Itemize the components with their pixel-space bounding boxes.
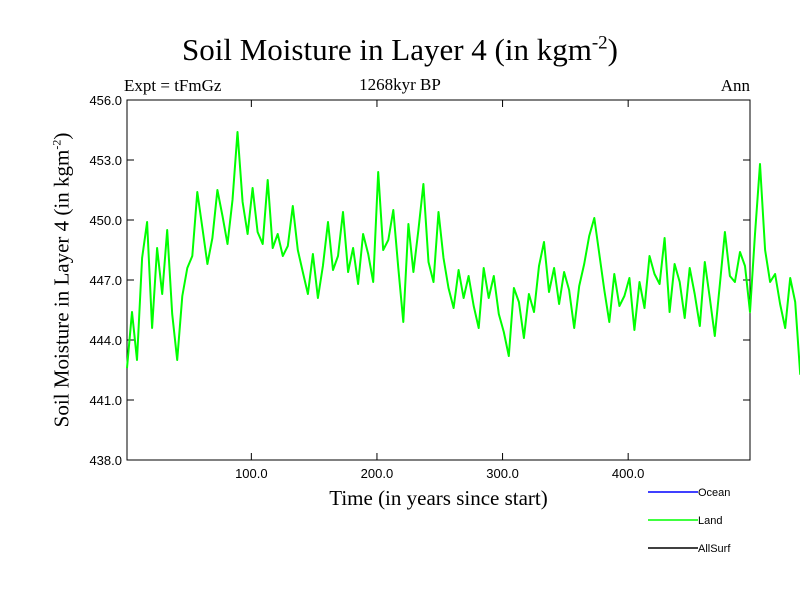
- y-tick-label: 447.0: [89, 273, 122, 288]
- y-tick-label: 456.0: [89, 93, 122, 108]
- y-tick-label: 453.0: [89, 153, 122, 168]
- x-tick-label: 100.0: [235, 466, 268, 481]
- chart-subtitle: 1268kyr BP: [359, 75, 441, 94]
- chart-title: Soil Moisture in Layer 4 (in kgm-2): [0, 32, 800, 68]
- y-axis-label-end: ): [49, 132, 74, 140]
- y-axis-ticks: 438.0 441.0 444.0 447.0 450.0 453.0 456.0: [89, 93, 750, 468]
- y-axis-label: Soil Moisture in Layer 4 (in kgm-2): [50, 133, 75, 428]
- x-axis-ticks: 100.0 200.0 300.0 400.0: [235, 100, 644, 481]
- x-tick-label: 400.0: [612, 466, 645, 481]
- experiment-label: Expt = tFmGz: [124, 76, 222, 95]
- chart-title-text: Soil Moisture in Layer 4 (in kgm: [182, 32, 592, 67]
- x-tick-label: 300.0: [486, 466, 519, 481]
- x-axis-label: Time (in years since start): [329, 486, 548, 510]
- legend-label-land: Land: [698, 515, 722, 527]
- y-axis-label-text: Soil Moisture in Layer 4 (in kgm: [49, 149, 74, 428]
- legend: Ocean Land AllSurf: [648, 487, 731, 555]
- y-tick-label: 450.0: [89, 213, 122, 228]
- season-label: Ann: [720, 76, 750, 95]
- x-tick-label: 200.0: [361, 466, 394, 481]
- data-series: [126, 131, 800, 375]
- y-tick-label: 444.0: [89, 333, 122, 348]
- y-tick-label: 438.0: [89, 453, 122, 468]
- series-line-land: [126, 131, 800, 375]
- legend-label-allsurf: AllSurf: [698, 543, 731, 555]
- legend-label-ocean: Ocean: [698, 487, 730, 499]
- y-axis-label-exponent: -2: [49, 139, 64, 150]
- chart-title-exponent: -2: [591, 32, 608, 54]
- chart-title-end: ): [607, 32, 618, 67]
- y-tick-label: 441.0: [89, 393, 122, 408]
